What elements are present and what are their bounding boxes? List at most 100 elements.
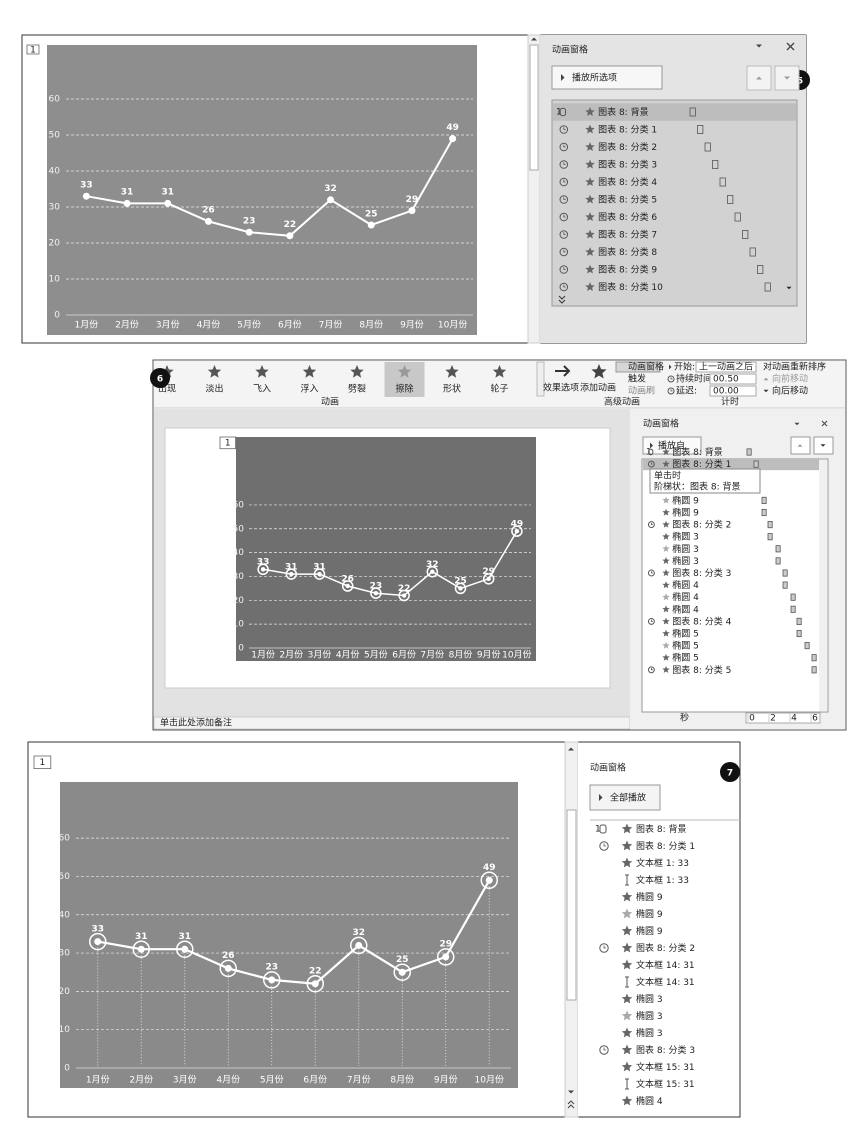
effect-label[interactable]: 淡出 [205, 383, 223, 395]
item-label[interactable]: 图表 8: 背景 [598, 106, 648, 118]
star-icon [662, 617, 670, 625]
effect-label[interactable]: 轮子 [490, 383, 508, 395]
trigger[interactable]: 触发 [628, 373, 646, 385]
star-icon [350, 365, 364, 378]
effect-label[interactable]: 飞入 [253, 384, 271, 395]
item-label[interactable]: 文本框 14: 31 [636, 976, 695, 988]
x-tick-label: 5月份 [260, 1074, 284, 1086]
animation-item: 椭圆 5 [662, 652, 817, 664]
data-point [289, 571, 294, 577]
item-label[interactable]: 图表 8: 分类 2 [672, 519, 731, 531]
item-label[interactable]: 图表 8: 分类 1 [598, 124, 657, 136]
item-label[interactable]: 图表 8: 分类 5 [672, 664, 731, 676]
item-label[interactable]: 椭圆 9 [636, 908, 663, 920]
item-label[interactable]: 图表 8: 分类 10 [598, 281, 663, 293]
item-label[interactable]: 图表 8: 分类 4 [672, 615, 731, 627]
animation-item: 椭圆 4 [662, 591, 796, 603]
x-tick-label: 6月份 [392, 649, 416, 661]
item-label[interactable]: 椭圆 3 [636, 1027, 663, 1039]
page-arrows [567, 1100, 575, 1109]
close-icon[interactable] [786, 42, 795, 51]
point-ring [426, 565, 439, 578]
item-label[interactable]: 椭圆 4 [672, 603, 699, 615]
item-label[interactable]: 椭圆 5 [672, 640, 699, 652]
item-label[interactable]: 图表 8: 分类 8 [598, 246, 657, 258]
painter[interactable]: 动画刷 [628, 386, 655, 397]
effect-label[interactable]: 擦除 [395, 383, 413, 395]
star-icon [621, 1095, 633, 1106]
item-label[interactable]: 椭圆 9 [672, 507, 699, 519]
timing-bar [796, 629, 802, 638]
item-label[interactable]: 图表 8: 分类 3 [672, 567, 731, 579]
timing-bar [753, 460, 759, 468]
item-label[interactable]: 图表 8: 背景 [672, 446, 722, 458]
item-label[interactable]: 图表 8: 分类 1 [636, 840, 695, 852]
item-label[interactable]: 图表 8: 分类 1 [672, 458, 731, 470]
item-label[interactable]: 椭圆 5 [672, 652, 699, 664]
point-ring [257, 563, 269, 576]
animation-item: 图表 8: 分类 2 [559, 141, 711, 153]
play-button [551, 65, 663, 90]
item-label[interactable]: 文本框 1: 33 [636, 874, 689, 886]
item-label[interactable]: 椭圆 4 [672, 579, 699, 591]
item-label[interactable]: 图表 8: 分类 2 [636, 942, 695, 954]
item-label[interactable]: 文本框 15: 31 [636, 1078, 695, 1090]
item-label[interactable]: 图表 8: 分类 3 [636, 1044, 695, 1056]
close-icon[interactable] [821, 420, 828, 427]
star-icon [585, 264, 595, 274]
data-label: 32 [426, 560, 439, 570]
item-label[interactable]: 图表 8: 分类 9 [598, 264, 657, 276]
play-label[interactable]: 播放所选项 [572, 72, 617, 84]
delay-value[interactable]: 00.00 [713, 387, 739, 397]
item-label[interactable]: 图表 8: 背景 [636, 823, 686, 835]
item-label[interactable]: 文本框 15: 31 [636, 1061, 695, 1073]
pane-title: 动画窗格 [590, 762, 626, 774]
item-label[interactable]: 图表 8: 分类 4 [598, 176, 657, 188]
arrow-icon [820, 444, 826, 447]
x-tick-label: 4月份 [336, 649, 360, 661]
animation-item: 图表 8: 分类 3 [599, 1044, 695, 1056]
item-label[interactable]: 图表 8: 分类 5 [598, 194, 657, 206]
y-tick-label: 10 [233, 620, 245, 630]
item-label[interactable]: 图表 8: 分类 3 [598, 159, 657, 171]
star-icon [585, 212, 595, 221]
anim-pane[interactable]: 动画窗格 [628, 361, 664, 373]
star-icon [662, 653, 670, 661]
y-tick-label: 40 [59, 910, 71, 920]
item-label[interactable]: 椭圆 4 [672, 591, 699, 603]
item-label[interactable]: 椭圆 9 [636, 891, 663, 903]
item-label[interactable]: 椭圆 3 [672, 543, 699, 555]
item-label[interactable]: 图表 8: 分类 6 [598, 211, 657, 223]
notes[interactable]: 单击此处添加备注 [160, 717, 232, 729]
item-label[interactable]: 图表 8: 分类 2 [598, 141, 657, 153]
tooltip [649, 468, 761, 494]
item-label[interactable]: 椭圆 4 [636, 1095, 663, 1107]
effect-label[interactable]: 浮入 [300, 383, 318, 395]
effect-label[interactable]: 劈裂 [348, 383, 366, 395]
item-label[interactable]: 椭圆 3 [636, 1010, 663, 1022]
duration-value[interactable]: 00.50 [713, 375, 739, 385]
item-label[interactable]: 椭圆 3 [672, 555, 699, 567]
item-label[interactable]: 文本框 1: 33 [636, 857, 689, 869]
play-label[interactable]: 全部播放 [610, 792, 646, 804]
item-label[interactable]: 椭圆 5 [672, 628, 699, 640]
effect-label[interactable]: 形状 [443, 383, 461, 395]
effect-options[interactable]: 效果选项 [543, 382, 579, 394]
tooltip-line: 单击时 [654, 470, 681, 482]
play-label[interactable]: 播放自 [658, 440, 685, 452]
play-button [642, 436, 702, 455]
item-label[interactable]: 椭圆 9 [636, 925, 663, 937]
timeline [745, 712, 821, 724]
item-label[interactable]: 椭圆 3 [636, 993, 663, 1005]
add-animation[interactable]: 添加动画 [580, 383, 616, 394]
move-later[interactable]: 向后移动 [772, 385, 808, 397]
data-point [485, 876, 493, 884]
item-label[interactable]: 椭圆 9 [672, 494, 699, 506]
x-tick-label: 5月份 [237, 319, 261, 331]
item-label[interactable]: 文本框 14: 31 [636, 959, 695, 971]
move-earlier[interactable]: 向前移动 [772, 373, 808, 385]
item-label[interactable]: 椭圆 3 [672, 531, 699, 543]
step-number: 6 [157, 375, 163, 385]
item-label[interactable]: 图表 8: 分类 7 [598, 229, 657, 241]
start-value[interactable]: 上一动画之后 [699, 361, 753, 373]
